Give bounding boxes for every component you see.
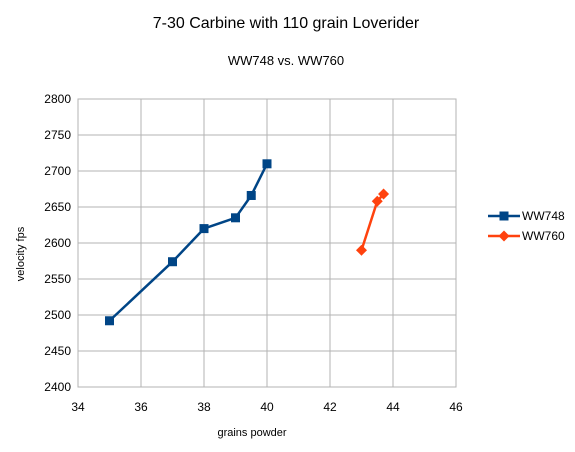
series-ww748 bbox=[105, 159, 272, 326]
y-tick-label: 2400 bbox=[44, 380, 71, 394]
data-point-ww748 bbox=[168, 257, 177, 267]
series-line-ww748 bbox=[108, 163, 269, 322]
legend-label-ww760: WW760 bbox=[522, 229, 565, 243]
chart-title: 7-30 Carbine with 110 grain Loverider bbox=[153, 15, 420, 32]
chart-subtitle: WW748 vs. WW760 bbox=[228, 53, 344, 68]
x-tick-label: 42 bbox=[323, 400, 337, 414]
y-tick-label: 2500 bbox=[44, 308, 71, 322]
x-tick-label: 34 bbox=[71, 400, 85, 414]
legend: WW748 WW760 bbox=[488, 209, 565, 243]
series-ww760 bbox=[356, 188, 390, 256]
x-tick-label: 40 bbox=[260, 400, 274, 414]
grid-lines bbox=[77, 98, 457, 388]
data-point-ww760 bbox=[378, 188, 390, 200]
legend-item-ww748: WW748 bbox=[488, 209, 565, 223]
y-axis-label: velocity fps bbox=[15, 226, 27, 281]
x-tick-label: 36 bbox=[134, 400, 148, 414]
data-point-ww760 bbox=[371, 195, 383, 207]
y-axis-ticks: 2400 2450 2500 2550 2600 2650 2700 2750 2800 bbox=[44, 92, 71, 394]
y-tick-label: 2800 bbox=[44, 92, 71, 106]
x-tick-label: 46 bbox=[449, 400, 463, 414]
legend-marker-ww748 bbox=[499, 211, 509, 221]
y-tick-label: 2700 bbox=[44, 164, 71, 178]
x-tick-label: 44 bbox=[386, 400, 400, 414]
legend-marker-ww760 bbox=[498, 230, 510, 242]
x-axis-ticks: 34 36 38 40 42 44 46 bbox=[71, 400, 463, 414]
series-layer bbox=[105, 159, 390, 326]
data-point-ww760 bbox=[356, 244, 367, 256]
y-tick-label: 2650 bbox=[44, 200, 71, 214]
data-point-ww748 bbox=[262, 159, 272, 169]
y-tick-label: 2450 bbox=[44, 344, 71, 358]
y-tick-label: 2750 bbox=[44, 128, 71, 142]
y-tick-label: 2550 bbox=[44, 272, 71, 286]
data-point-ww748 bbox=[199, 224, 209, 234]
legend-label-ww748: WW748 bbox=[522, 209, 565, 223]
data-point-ww748 bbox=[105, 316, 114, 326]
x-tick-label: 38 bbox=[197, 400, 211, 414]
legend-item-ww760: WW760 bbox=[488, 229, 565, 243]
x-axis-label: grains powder bbox=[217, 427, 286, 439]
y-tick-label: 2600 bbox=[44, 236, 71, 250]
data-point-ww748 bbox=[231, 213, 240, 223]
data-point-ww748 bbox=[246, 190, 256, 200]
